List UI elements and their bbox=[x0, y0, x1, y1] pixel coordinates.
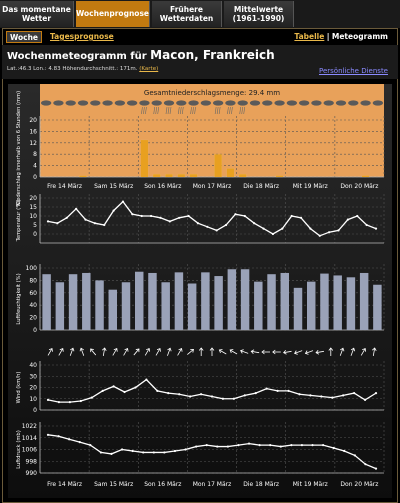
tab-fruehere-wetterdaten[interactable]: Frühere Wetterdaten bbox=[152, 1, 222, 27]
tab-wochenprognose[interactable]: Wochenprognose bbox=[76, 1, 150, 27]
tab-momentanes-wetter[interactable]: Das momentane Wetter bbox=[0, 1, 74, 27]
content-frame bbox=[2, 28, 398, 503]
tabelle-link[interactable]: Tabelle bbox=[294, 32, 325, 41]
title-bar: Wochenmeteogramm für Macon, Frankreich L… bbox=[2, 45, 398, 79]
tab-label-line1: Das momentane bbox=[2, 5, 71, 14]
tab-mittelwerte[interactable]: Mittelwerte (1961-1990) bbox=[224, 1, 294, 27]
karte-link[interactable]: (Karte) bbox=[139, 66, 159, 72]
tab-label-line1: Frühere bbox=[170, 5, 203, 14]
tab-label-line1: Wochenprognose bbox=[76, 9, 150, 18]
tab-label-line2: (1961-1990) bbox=[232, 14, 285, 23]
coordinates-line: Lat.:46.3 Lon.: 4.83 Höhendurchschnitt.:… bbox=[7, 66, 158, 72]
persoenliche-dienste-link[interactable]: Persönliche Dienste bbox=[318, 67, 388, 75]
title-place: Macon, Frankreich bbox=[150, 48, 275, 62]
top-tab-bar: Das momentane Wetter Wochenprognose Früh… bbox=[0, 0, 400, 28]
meteogramm-label: Meteogramm bbox=[331, 32, 388, 41]
tab-label-line1: Mittelwerte bbox=[233, 5, 284, 14]
coordinates-text: Lat.:46.3 Lon.: 4.83 Höhendurchschnitt.:… bbox=[7, 66, 138, 72]
title-prefix: Wochenmeteogramm für bbox=[7, 51, 147, 62]
view-switch: Tabelle | Meteogramm bbox=[294, 31, 388, 43]
tab-label-line2: Wetterdaten bbox=[159, 14, 214, 23]
subtab-tagesprognose[interactable]: Tagesprognose bbox=[50, 32, 114, 41]
page-title: Wochenmeteogramm für Macon, Frankreich bbox=[7, 48, 275, 62]
tab-label-line2: Wetter bbox=[21, 14, 52, 23]
subtab-woche[interactable]: Woche bbox=[6, 31, 42, 43]
view-separator: | bbox=[326, 32, 330, 41]
